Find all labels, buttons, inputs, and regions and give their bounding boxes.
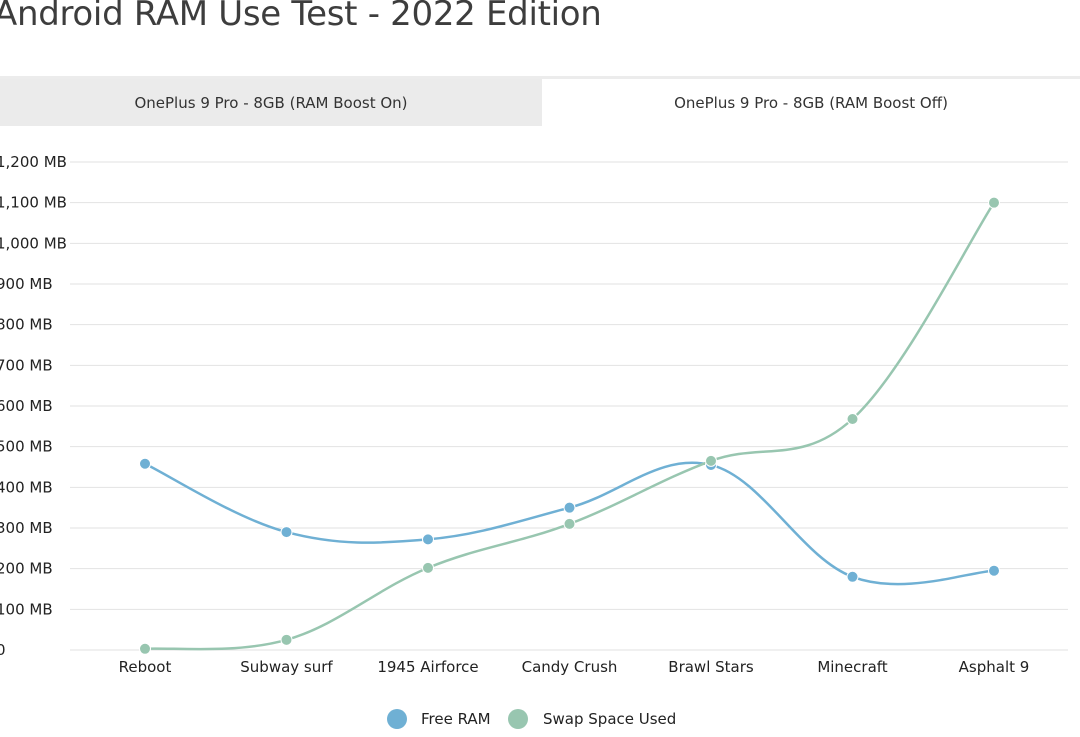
y-tick-label: 500 MB (0, 438, 53, 456)
data-point-swap-space-used[interactable] (422, 561, 434, 574)
y-tick-label: 800 MB (0, 316, 53, 334)
y-tick-label: 100 MB (0, 600, 53, 618)
x-category-label: Subway surf (240, 658, 333, 676)
page-title: Android RAM Use Test - 2022 Edition (0, 0, 602, 34)
y-tick-label: 900 MB (0, 275, 53, 293)
x-category-label: Brawl Stars (668, 658, 754, 676)
x-category-label: Asphalt 9 (959, 658, 1030, 676)
data-point-swap-space-used[interactable] (988, 196, 1000, 209)
line-chart: 0 100 MB 200 MB 300 MB 400 MB 500 MB 600 MB 700… (0, 153, 1068, 729)
data-point-free-ram[interactable] (988, 564, 1000, 577)
series-line-swap-space-used (143, 201, 996, 651)
data-point-free-ram[interactable] (422, 533, 434, 546)
data-point-free-ram[interactable] (846, 570, 859, 583)
legend-marker-free-ram[interactable] (387, 709, 407, 729)
tab-ram-boost-off[interactable]: OnePlus 9 Pro - 8GB (RAM Boost Off) (542, 79, 1080, 126)
y-tick-label: 600 MB (0, 397, 53, 415)
data-point-free-ram[interactable] (280, 526, 293, 539)
data-point-swap-space-used[interactable] (846, 413, 859, 426)
data-point-swap-space-used[interactable] (139, 642, 151, 655)
data-point-free-ram[interactable] (563, 501, 576, 514)
tab-ram-boost-on[interactable]: OnePlus 9 Pro - 8GB (RAM Boost On) (0, 79, 542, 126)
data-point-free-ram[interactable] (139, 457, 151, 470)
legend-label-swap-space-used[interactable]: Swap Space Used (543, 710, 676, 728)
y-tick-label: 1,100 MB (0, 194, 67, 212)
tab-bar: OnePlus 9 Pro - 8GB (RAM Boost On) OnePl… (0, 76, 1080, 129)
y-tick-label: 200 MB (0, 560, 53, 578)
x-category-label: Candy Crush (522, 658, 618, 676)
y-tick-label: 400 MB (0, 478, 53, 496)
y-tick-label: 700 MB (0, 356, 53, 374)
data-point-swap-space-used[interactable] (563, 517, 576, 530)
x-category-label: Minecraft (817, 658, 887, 676)
y-tick-label: 0 (0, 641, 6, 659)
x-category-label: Reboot (119, 658, 172, 676)
y-tick-label: 1,000 MB (0, 234, 67, 252)
data-point-swap-space-used[interactable] (705, 454, 717, 467)
data-point-swap-space-used[interactable] (280, 633, 293, 646)
legend-label-free-ram[interactable]: Free RAM (421, 710, 491, 728)
x-category-label: 1945 Airforce (377, 658, 478, 676)
legend-marker-swap-space-used[interactable] (508, 709, 528, 729)
y-tick-label: 1,200 MB (0, 153, 67, 171)
y-tick-label: 300 MB (0, 519, 53, 537)
